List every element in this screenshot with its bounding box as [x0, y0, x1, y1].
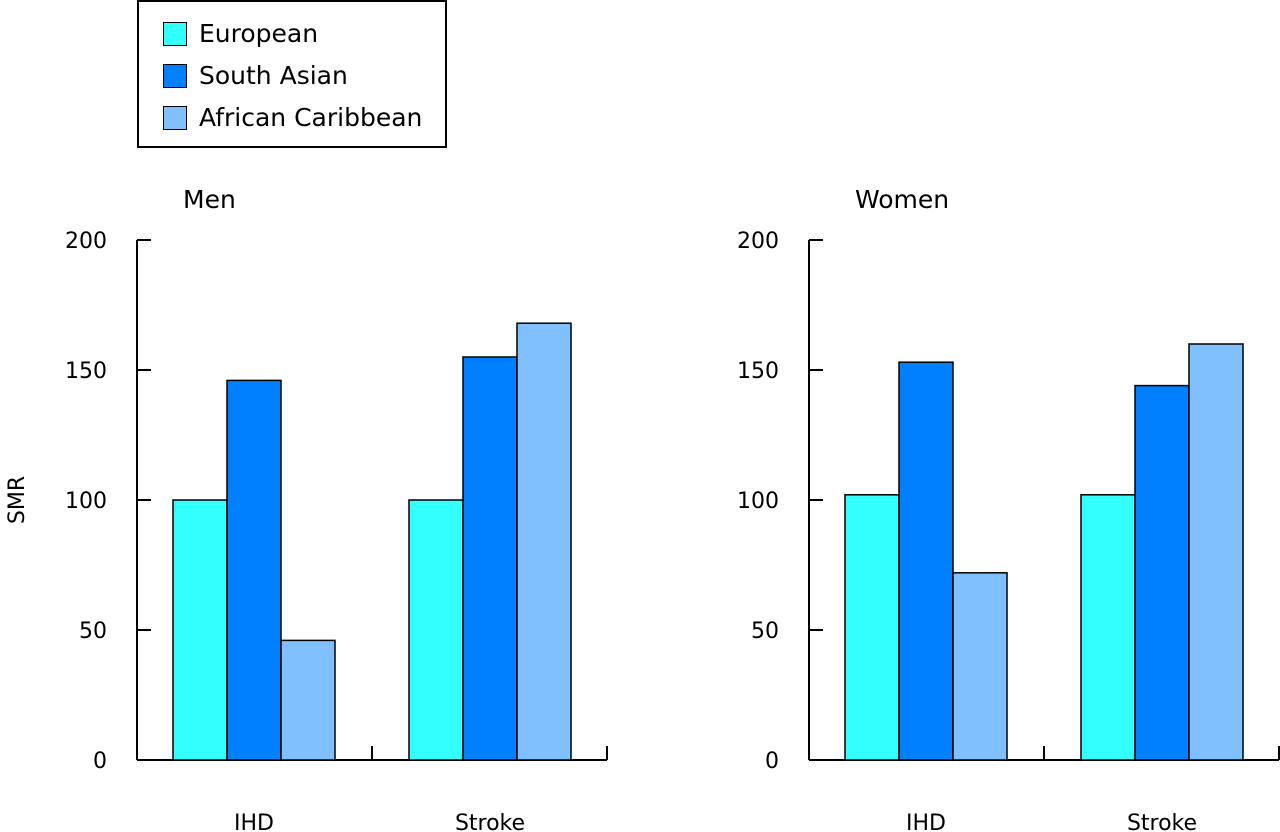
legend-item-south-asian: South Asian — [163, 62, 348, 90]
women-x-label-ihd: IHD — [906, 811, 946, 832]
women-y-tick-label-200: 200 — [737, 229, 779, 254]
women-bar-ihd-south-asian — [898, 361, 954, 761]
men-bar-stroke-african-caribbean — [516, 322, 572, 761]
men-y-tick-label-0: 0 — [93, 749, 107, 774]
men-y-axis-label: SMR — [5, 476, 30, 524]
legend-swatch-african-caribbean — [163, 106, 187, 130]
legend-label-european: European — [199, 19, 319, 48]
men-bar-stroke-south-asian — [462, 356, 518, 761]
women-bar-stroke-african-caribbean — [1188, 343, 1244, 761]
legend-label-african-caribbean: African Caribbean — [199, 103, 423, 132]
men-x-label-ihd: IHD — [234, 811, 274, 832]
men-bar-ihd-african-caribbean — [280, 639, 336, 761]
men-bar-ihd-european — [172, 499, 228, 761]
women-y-tick-label-50: 50 — [751, 619, 779, 644]
women-bar-ihd-european — [844, 494, 900, 761]
legend-label-south-asian: South Asian — [199, 61, 348, 90]
women-y-tick-label-100: 100 — [737, 489, 779, 514]
women-bar-ihd-african-caribbean — [952, 572, 1008, 761]
women-title: Women — [855, 185, 949, 214]
women-y-tick-label-150: 150 — [737, 359, 779, 384]
legend-swatch-south-asian — [163, 64, 187, 88]
legend-item-european: European — [163, 20, 318, 48]
men-title: Men — [183, 185, 236, 214]
women-bar-stroke-south-asian — [1134, 384, 1190, 761]
men-x-label-stroke: Stroke — [455, 811, 525, 832]
legend: European South Asian African Caribbean — [137, 0, 447, 148]
men-y-tick-label-200: 200 — [65, 229, 107, 254]
legend-swatch-european — [163, 22, 187, 46]
men-bar-stroke-european — [408, 499, 464, 761]
men-y-tick-label-150: 150 — [65, 359, 107, 384]
women-x-label-stroke: Stroke — [1127, 811, 1197, 832]
women-bar-stroke-european — [1080, 494, 1136, 761]
men-bar-ihd-south-asian — [226, 379, 282, 761]
legend-item-african-caribbean: African Caribbean — [163, 104, 422, 132]
men-y-tick-label-100: 100 — [65, 489, 107, 514]
women-y-tick-label-0: 0 — [765, 749, 779, 774]
men-y-tick-label-50: 50 — [79, 619, 107, 644]
